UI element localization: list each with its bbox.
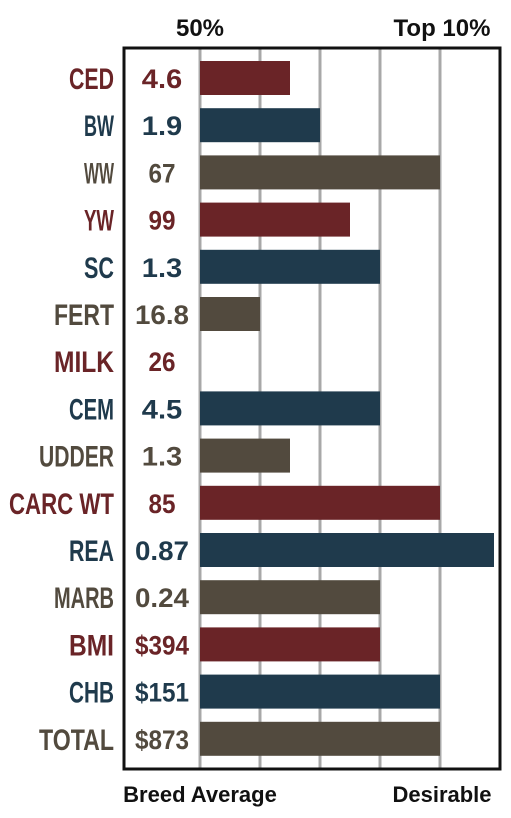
trait-label-yw: YW [84, 205, 114, 238]
trait-label-bw: BW [84, 110, 114, 143]
bar-yw [200, 202, 350, 237]
trait-label-sc: SC [84, 252, 114, 285]
trait-label-carc-wt: CARC WT [9, 488, 114, 521]
value-label-chb: $151 [135, 678, 189, 708]
bars-group [200, 61, 494, 756]
trait-label-milk: MILK [54, 346, 114, 379]
value-label-marb: 0.24 [135, 583, 189, 613]
bar-cem [200, 391, 380, 426]
bar-marb [200, 580, 380, 615]
value-label-ww: 67 [149, 158, 176, 188]
bar-udder [200, 438, 290, 473]
value-label-sc: 1.3 [142, 253, 183, 283]
value-label-rea: 0.87 [135, 536, 189, 566]
value-label-cem: 4.5 [142, 394, 183, 424]
bar-ww [200, 155, 440, 190]
trait-label-chb: CHB [69, 677, 114, 710]
value-label-fert: 16.8 [135, 300, 189, 330]
value-label-carc-wt: 85 [149, 489, 176, 519]
trait-label-udder: UDDER [39, 441, 114, 474]
bar-bw [200, 108, 320, 143]
top-label-top-10-percent: Top 10% [394, 15, 491, 42]
trait-label-cem: CEM [69, 393, 114, 426]
trait-label-bmi: BMI [69, 629, 114, 662]
chart-frame [122, 46, 502, 771]
trait-labels-group: CED BW WW YW SC FERT MILK CEM UDDER CARC WT REA MAR… [9, 63, 114, 757]
bottom-label-desirable: Desirable [392, 782, 491, 807]
bar-total [200, 721, 440, 756]
value-label-total: $873 [135, 725, 189, 755]
value-labels-group: 4.6 1.9 67 99 1.3 16.8 26 4.5 1.3 85 0.87 0.24 $394 $… [135, 64, 189, 755]
bar-ced [200, 61, 290, 95]
value-label-udder: 1.3 [142, 442, 183, 472]
trait-label-rea: REA [69, 535, 114, 568]
trait-label-fert: FERT [54, 299, 114, 332]
trait-label-marb: MARB [54, 582, 114, 615]
trait-label-total: TOTAL [39, 724, 114, 757]
value-label-bw: 1.9 [142, 111, 183, 141]
bar-rea [200, 533, 494, 567]
trait-label-ced: CED [69, 63, 114, 96]
value-label-bmi: $394 [135, 630, 189, 660]
bar-fert [200, 297, 260, 331]
bar-sc [200, 249, 380, 284]
value-label-ced: 4.6 [142, 64, 183, 94]
bar-carc-wt [200, 485, 440, 520]
bar-bmi [200, 627, 380, 662]
trait-label-ww: WW [84, 157, 114, 190]
top-label-50-percent: 50% [176, 15, 224, 42]
bottom-label-breed-average: Breed Average [123, 782, 277, 807]
bar-chb [200, 674, 440, 709]
value-label-yw: 99 [149, 206, 176, 236]
value-label-milk: 26 [149, 347, 176, 377]
